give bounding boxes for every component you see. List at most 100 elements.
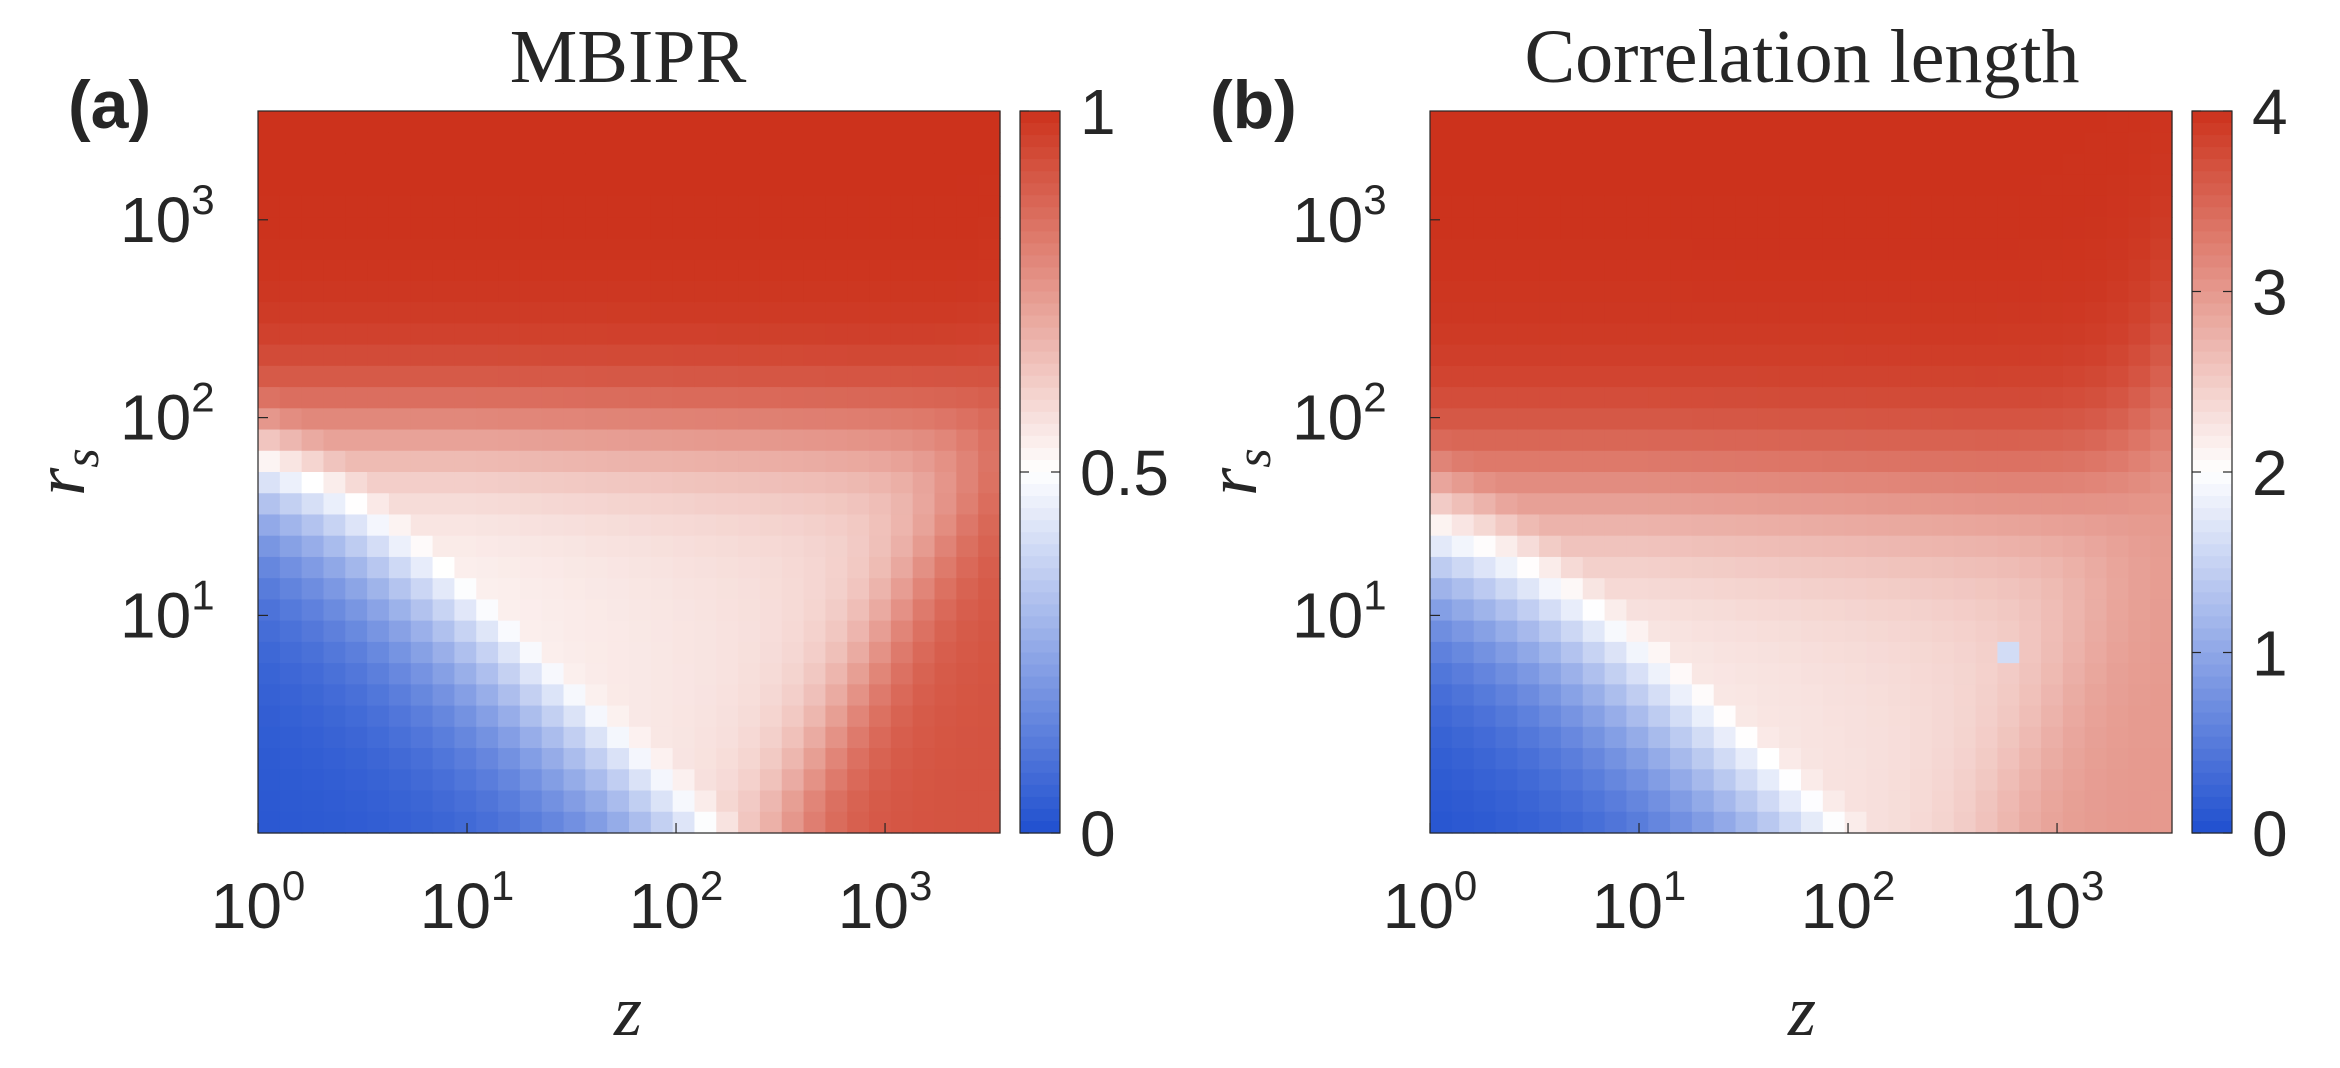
heatmap-cell bbox=[432, 408, 456, 431]
heatmap-cell bbox=[1910, 726, 1933, 749]
heatmap-cell bbox=[258, 111, 281, 133]
heatmap-cell bbox=[890, 599, 914, 622]
heatmap-cell bbox=[279, 344, 303, 367]
heatmap-cell bbox=[519, 132, 543, 155]
heatmap-cell bbox=[1451, 641, 1475, 664]
heatmap-cell bbox=[476, 323, 499, 346]
heatmap-cell bbox=[803, 535, 827, 558]
heatmap-cell bbox=[1735, 408, 1758, 431]
heatmap-cell bbox=[2150, 365, 2173, 388]
heatmap-cell bbox=[2041, 705, 2064, 728]
heatmap-cell bbox=[1430, 748, 1453, 770]
heatmap-cell bbox=[1451, 705, 1475, 728]
heatmap-cell bbox=[498, 790, 521, 813]
heatmap-cell bbox=[629, 217, 652, 240]
heatmap-cell bbox=[563, 705, 586, 728]
heatmap-cell bbox=[825, 726, 848, 749]
heatmap-cell bbox=[869, 238, 892, 261]
heatmap-cell bbox=[476, 450, 499, 473]
heatmap-cell bbox=[2150, 429, 2173, 452]
heatmap-cell bbox=[1910, 238, 1933, 261]
heatmap-cell bbox=[1495, 641, 1518, 664]
heatmap-cell bbox=[1779, 280, 1802, 303]
heatmap-cell bbox=[738, 302, 761, 324]
heatmap-cell bbox=[1888, 429, 1911, 452]
heatmap-cell bbox=[1931, 578, 1955, 601]
heatmap-cell bbox=[1517, 790, 1540, 813]
heatmap-cell bbox=[323, 132, 346, 155]
heatmap-cell bbox=[1757, 408, 1780, 431]
heatmap-cell bbox=[1626, 132, 1649, 155]
heatmap-cell bbox=[1517, 302, 1540, 324]
heatmap-cell bbox=[1866, 323, 1889, 346]
colorbar-segment bbox=[2192, 580, 2232, 593]
heatmap-cell bbox=[1888, 663, 1911, 685]
heatmap-cell bbox=[498, 302, 521, 324]
heatmap-cell bbox=[978, 620, 1001, 643]
heatmap-cell bbox=[258, 408, 281, 431]
y-axis-label-base-a: r bbox=[20, 467, 100, 496]
heatmap-cell bbox=[978, 429, 1001, 452]
heatmap-cell bbox=[869, 174, 892, 197]
heatmap-cell bbox=[825, 663, 848, 685]
heatmap-cell bbox=[2150, 111, 2173, 133]
heatmap-cell bbox=[1517, 472, 1540, 494]
heatmap-cell bbox=[1648, 663, 1671, 685]
heatmap-cell bbox=[1451, 174, 1475, 197]
heatmap-cell bbox=[323, 472, 346, 494]
heatmap-cell bbox=[1626, 493, 1649, 516]
heatmap-cell bbox=[1560, 238, 1584, 261]
heatmap-cell bbox=[1430, 663, 1453, 685]
heatmap-cell bbox=[1975, 663, 1999, 685]
heatmap-cell bbox=[912, 535, 936, 558]
heatmap-cell bbox=[301, 514, 325, 537]
heatmap-cell bbox=[2019, 132, 2042, 155]
heatmap-cell bbox=[934, 302, 957, 324]
heatmap-cell bbox=[541, 238, 565, 261]
heatmap-cell bbox=[934, 238, 957, 261]
heatmap-cell bbox=[1735, 280, 1758, 303]
heatmap-cell bbox=[759, 769, 783, 792]
heatmap-cell bbox=[1670, 556, 1693, 579]
heatmap-cell bbox=[563, 365, 586, 388]
heatmap-cell bbox=[519, 514, 543, 537]
heatmap-cell bbox=[1670, 748, 1693, 770]
heatmap-cell bbox=[1430, 684, 1453, 707]
heatmap-cell bbox=[476, 684, 499, 707]
heatmap-cell bbox=[1997, 535, 2020, 558]
heatmap-cell bbox=[1822, 344, 1846, 367]
heatmap-cell bbox=[1473, 472, 1497, 494]
heatmap-cell bbox=[738, 599, 761, 622]
heatmap-cell bbox=[1735, 811, 1758, 834]
heatmap-cell bbox=[301, 387, 325, 409]
heatmap-cell bbox=[1626, 111, 1649, 133]
heatmap-cell bbox=[912, 790, 936, 813]
heatmap-cell bbox=[323, 387, 346, 409]
heatmap-cell bbox=[1648, 493, 1671, 516]
heatmap-cell bbox=[1648, 811, 1671, 834]
heatmap-cell bbox=[2106, 811, 2129, 834]
heatmap-cell bbox=[1451, 769, 1475, 792]
heatmap-cell bbox=[1451, 323, 1475, 346]
heatmap-cell bbox=[847, 387, 870, 409]
heatmap-cell bbox=[1670, 769, 1693, 792]
heatmap-cell bbox=[1844, 344, 1868, 367]
heatmap-cell bbox=[1473, 748, 1497, 770]
heatmap-cell bbox=[541, 663, 565, 685]
heatmap-cell bbox=[498, 132, 521, 155]
heatmap-cell bbox=[2106, 620, 2129, 643]
heatmap-cell bbox=[1844, 556, 1868, 579]
heatmap-cell bbox=[323, 365, 346, 388]
heatmap-cell bbox=[1560, 132, 1584, 155]
heatmap-cell bbox=[388, 748, 412, 770]
heatmap-cell bbox=[738, 217, 761, 240]
heatmap-cell bbox=[1451, 280, 1475, 303]
heatmap-cell bbox=[1691, 429, 1715, 452]
heatmap-cell bbox=[956, 641, 979, 664]
heatmap-cell bbox=[2062, 535, 2086, 558]
heatmap-cell bbox=[1691, 408, 1715, 431]
heatmap-cell bbox=[258, 748, 281, 770]
heatmap-cell bbox=[759, 153, 783, 176]
